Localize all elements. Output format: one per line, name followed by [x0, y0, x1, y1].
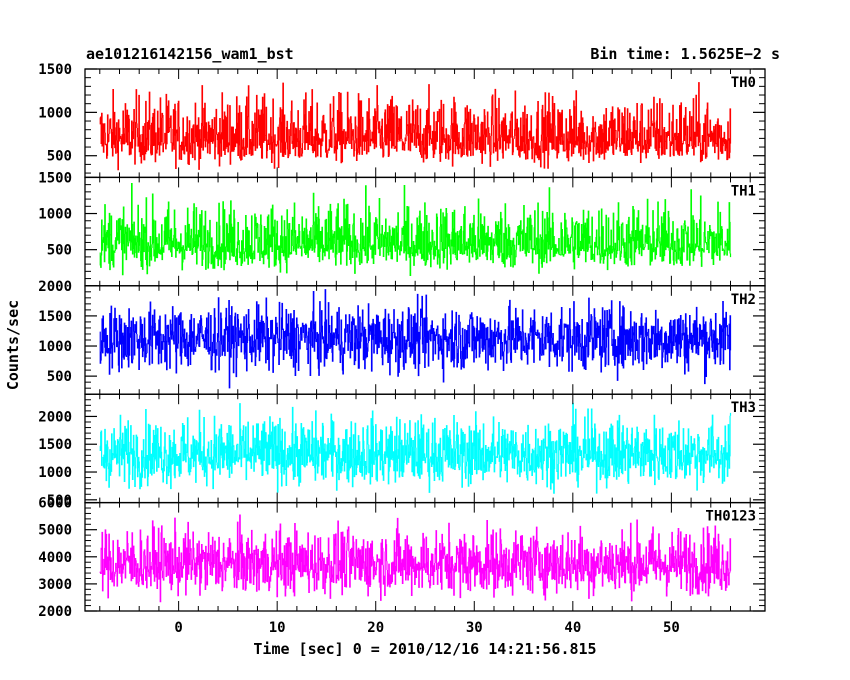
- y-tick-label: 6000: [38, 496, 72, 512]
- y-tick-label: 2000: [38, 604, 72, 620]
- panel-th2: 500 1000 1500 2000 TH2: [38, 279, 766, 395]
- chart-title: ae101216142156_wam1_bst: [86, 45, 294, 63]
- panel-label-th0123: TH0123: [705, 509, 756, 525]
- y-tick-label: 2000: [38, 279, 72, 295]
- y-tick-label: 500: [47, 493, 72, 509]
- series-th0: [99, 82, 732, 171]
- panel-label-th1: TH1: [731, 183, 756, 199]
- series-th0123: [99, 514, 732, 603]
- y-tick-label: 4000: [38, 550, 72, 566]
- panel-label-th3: TH3: [731, 400, 756, 416]
- y-tick-label: 500: [47, 149, 72, 165]
- panel-label-th2: TH2: [731, 292, 756, 308]
- y-axis-title: Counts/sec: [4, 300, 22, 390]
- series-th3: [99, 402, 732, 494]
- panels-group: 500 1000 1500 TH0 500 1000 1500 TH1 500 1000 1500 2…: [38, 62, 766, 620]
- x-tick-label: 30: [466, 620, 483, 636]
- panel-label-th0: TH0: [731, 75, 756, 91]
- y-tick-label: 1500: [38, 62, 72, 78]
- x-axis: 0 10 20 30 40 50: [174, 620, 679, 636]
- y-tick-label: 1500: [38, 309, 72, 325]
- panel-th1: 500 1000 1500 TH1: [38, 170, 766, 287]
- y-tick-label: 1000: [38, 465, 72, 481]
- y-tick-label: 1000: [38, 339, 72, 355]
- y-tick-label: 1000: [38, 207, 72, 223]
- x-tick-label: 0: [174, 620, 182, 636]
- y-tick-label: 3000: [38, 577, 72, 593]
- panel-th3: 500 1000 1500 2000 TH3: [38, 393, 766, 509]
- panel-th0123: 2000 3000 4000 5000 6000 TH0123: [38, 496, 766, 620]
- bin-time-label: Bin time: 1.5625E−2 s: [590, 45, 780, 63]
- series-th2: [99, 289, 732, 389]
- x-tick-label: 20: [367, 620, 384, 636]
- y-tick-label: 1000: [38, 105, 72, 121]
- y-tick-label: 2000: [38, 409, 72, 425]
- y-tick-label: 5000: [38, 523, 72, 539]
- y-tick-label: 500: [47, 369, 72, 385]
- panel-th0: 500 1000 1500 TH0: [38, 62, 766, 179]
- x-axis-title: Time [sec] 0 = 2010/12/16 14:21:56.815: [253, 640, 596, 658]
- y-tick-label: 1500: [38, 437, 72, 453]
- x-tick-label: 10: [269, 620, 286, 636]
- series-th1: [99, 182, 732, 277]
- y-tick-label: 500: [47, 243, 72, 259]
- y-tick-label: 1500: [38, 170, 72, 186]
- x-tick-label: 40: [564, 620, 581, 636]
- x-tick-label: 50: [663, 620, 680, 636]
